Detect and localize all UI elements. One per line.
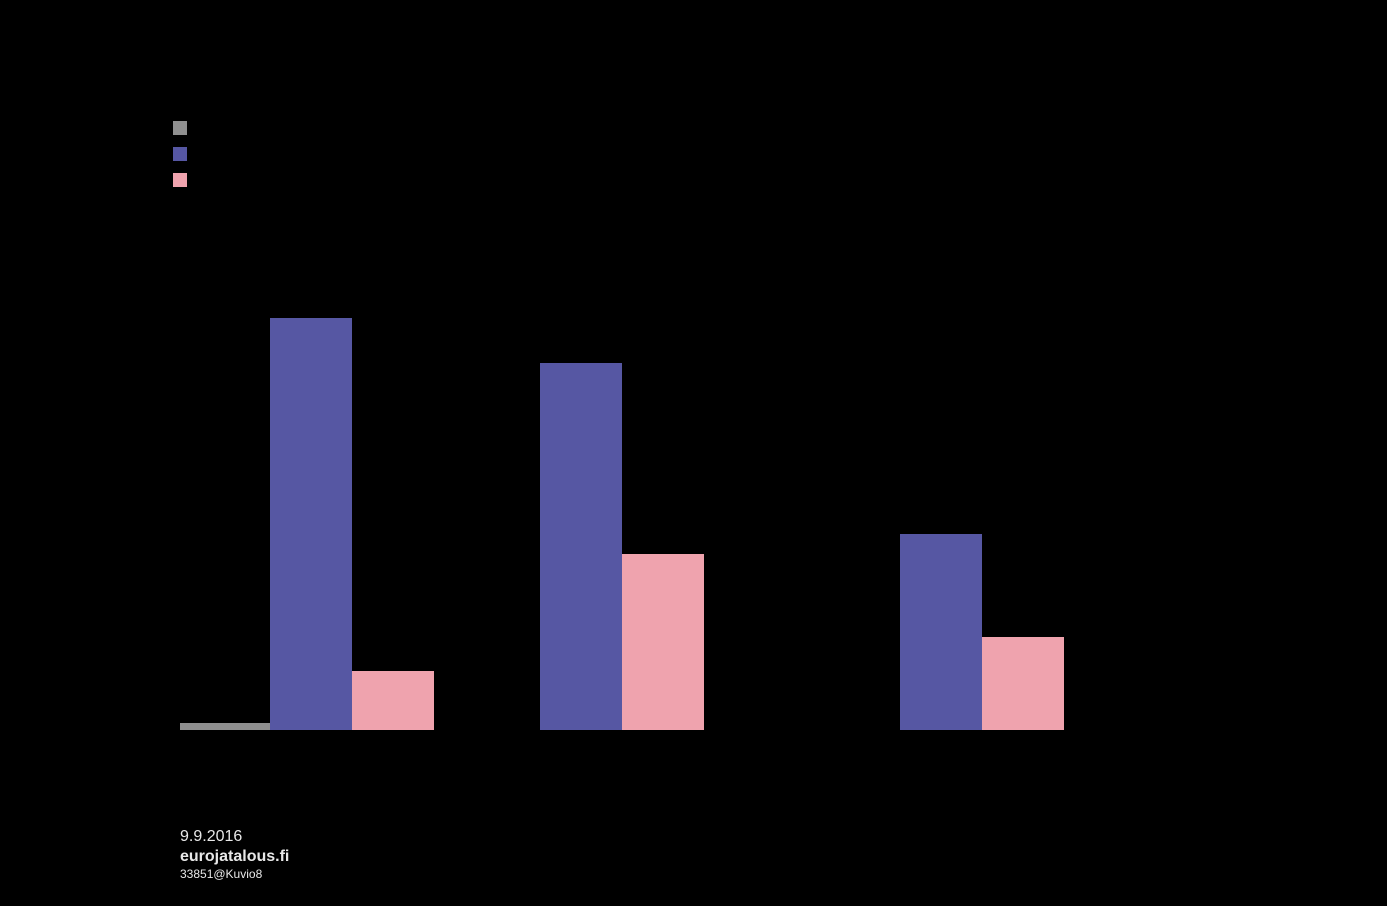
footer-source: eurojatalous.fi: [180, 847, 289, 867]
chart-footer: 9.9.2016 eurojatalous.fi 33851@Kuvio8: [180, 827, 289, 882]
bar: [900, 534, 982, 730]
legend-swatch-icon: [173, 147, 187, 161]
bar: [270, 318, 352, 730]
legend-item: [173, 141, 197, 167]
plot-area: [180, 240, 1240, 730]
legend-item: [173, 115, 197, 141]
bar: [352, 671, 434, 730]
bar: [982, 637, 1064, 730]
footer-date: 9.9.2016: [180, 827, 289, 847]
legend-swatch-icon: [173, 121, 187, 135]
chart-root: 9.9.2016 eurojatalous.fi 33851@Kuvio8: [0, 0, 1387, 906]
bar: [622, 554, 704, 730]
legend-item: [173, 167, 197, 193]
bar: [180, 723, 270, 730]
bar: [540, 363, 622, 731]
footer-id: 33851@Kuvio8: [180, 867, 289, 882]
legend: [173, 115, 197, 193]
legend-swatch-icon: [173, 173, 187, 187]
